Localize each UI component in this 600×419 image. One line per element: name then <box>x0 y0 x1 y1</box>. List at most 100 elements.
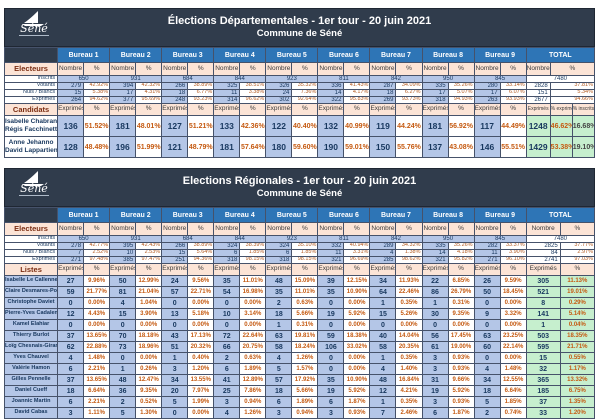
votes-pct: 12.47% <box>135 374 163 386</box>
votes-pct: 0.00% <box>395 319 423 331</box>
elector-pct: 41.43% <box>343 82 371 90</box>
nombre-header: Nombre <box>213 222 241 236</box>
votes-count: 4 <box>265 352 293 364</box>
inscrits-value: 650 <box>57 235 111 243</box>
votes-count: 0 <box>317 297 345 309</box>
votes-count: 0 <box>473 297 501 309</box>
votes-pct: 1.48% <box>499 363 527 375</box>
votes-count: 0 <box>317 352 345 364</box>
pct-header: % <box>499 263 527 276</box>
votes-pct: 9.35% <box>447 308 475 320</box>
votes-count: 0 <box>57 319 85 331</box>
nombre-header: Nombre <box>109 222 137 236</box>
elector-row-label: Votants <box>3 82 59 90</box>
total-elector-count: 151 <box>525 89 551 97</box>
votes-count: 146 <box>473 136 501 158</box>
votes-count: 48 <box>369 374 397 386</box>
votes-pct: 11.93% <box>395 275 423 287</box>
votes-count: 12 <box>369 385 397 397</box>
votes-pct: 1.99% <box>187 396 215 408</box>
total-sub-header-0: Exprimés <box>525 103 551 116</box>
votes-pct: 17.45% <box>447 330 475 342</box>
exprimes-header: Exprimés <box>161 103 189 116</box>
nombre-header: Nombre <box>109 62 137 76</box>
votes-pct: 56.92% <box>447 115 475 137</box>
votes-count: 19 <box>317 385 345 397</box>
elector-count: 264 <box>57 96 85 104</box>
elector-count: 302 <box>265 96 293 104</box>
votes-pct: 20.32% <box>187 341 215 353</box>
votes-pct: 0.31% <box>447 297 475 309</box>
elector-pct: 35.10% <box>291 242 319 250</box>
votes-count: 180 <box>265 136 293 158</box>
votes-pct: 0.00% <box>135 319 163 331</box>
total-elector-pct: 97.03% <box>559 256 596 264</box>
total-sub-header-1: % exprimés <box>549 103 573 116</box>
elector-count: 321 <box>421 256 449 264</box>
votes-count: 0 <box>317 363 345 375</box>
pct-header: % <box>291 103 319 116</box>
votes-count: 0 <box>421 319 449 331</box>
elector-pct: 1.85% <box>291 249 319 257</box>
votes-count: 54 <box>213 286 241 298</box>
votes-count: 57 <box>265 374 293 386</box>
elector-pct: 97.47% <box>135 256 163 264</box>
pct-header: % <box>343 263 371 276</box>
total-votes-pct-2: 16.68% <box>571 115 596 137</box>
elector-count: 266 <box>161 242 189 250</box>
votes-pct: 0.00% <box>343 297 371 309</box>
votes-pct: 0.93% <box>447 352 475 364</box>
total-votes-count: 37 <box>525 396 561 408</box>
candidate-name: Isabelle Chabran Régis Facchinetti <box>3 115 59 137</box>
exprimes-header: Exprimés <box>369 263 397 276</box>
votes-pct: 22.46% <box>395 286 423 298</box>
total-votes-pct-1: 5.14% <box>559 308 596 320</box>
pct-header: % <box>343 103 371 116</box>
pct-header: % <box>187 62 215 76</box>
elector-pct: 94.93% <box>447 96 475 104</box>
elector-pct: 93.93% <box>499 96 527 104</box>
elector-count: 11 <box>213 89 241 97</box>
elector-count: 280 <box>473 82 501 90</box>
votes-pct: 10.90% <box>343 374 371 386</box>
elector-count: 18 <box>161 89 189 97</box>
pct-header: % <box>499 103 527 116</box>
votes-count: 133 <box>213 115 241 137</box>
nombre-header: Nombre <box>213 62 241 76</box>
elector-count: 6 <box>213 249 241 257</box>
exprimes-header: Exprimés <box>473 263 501 276</box>
departementales-table: Séné Élections Départementales - 1er tou… <box>3 8 596 158</box>
total-sub-header-0: Exprimés <box>525 263 561 276</box>
votes-pct: 1.26% <box>291 352 319 364</box>
sene-logo-text: Séné <box>20 182 48 195</box>
pct-header: % <box>83 263 111 276</box>
elector-pct: 5.38% <box>83 89 111 97</box>
votes-count: 3 <box>213 396 241 408</box>
total-elector-pct: 94.66% <box>549 96 596 104</box>
votes-count: 59 <box>317 330 345 342</box>
elector-count: 282 <box>473 242 501 250</box>
nombre-header: Nombre <box>265 222 293 236</box>
nombre-header: Nombre <box>265 62 293 76</box>
elector-count: 322 <box>317 96 345 104</box>
elector-pct: 4.31% <box>135 89 163 97</box>
candidate-name: Anne Jehanno David Lappartient <box>3 136 59 158</box>
elector-pct: 98.62% <box>395 256 423 264</box>
votes-count: 61 <box>421 341 449 353</box>
total-elector-count: 2741 <box>525 256 561 264</box>
total-elector-pct: 37.77% <box>559 242 596 250</box>
votes-count: 119 <box>369 115 397 137</box>
elector-count: 318 <box>213 256 241 264</box>
votes-count: 35 <box>317 286 345 298</box>
votes-pct: 13.65% <box>83 330 111 342</box>
pct-header: % <box>187 103 215 116</box>
votes-pct: 14.04% <box>395 330 423 342</box>
votes-count: 6 <box>317 396 345 408</box>
bureau-1-header: Bureau 1 <box>57 47 111 63</box>
elector-pct: 1.85% <box>239 249 267 257</box>
pct-header: % <box>239 263 267 276</box>
elector-count: 318 <box>265 256 293 264</box>
votes-count: 25 <box>213 385 241 397</box>
votes-pct: 3.90% <box>135 308 163 320</box>
elector-pct: 34.32% <box>395 242 423 250</box>
